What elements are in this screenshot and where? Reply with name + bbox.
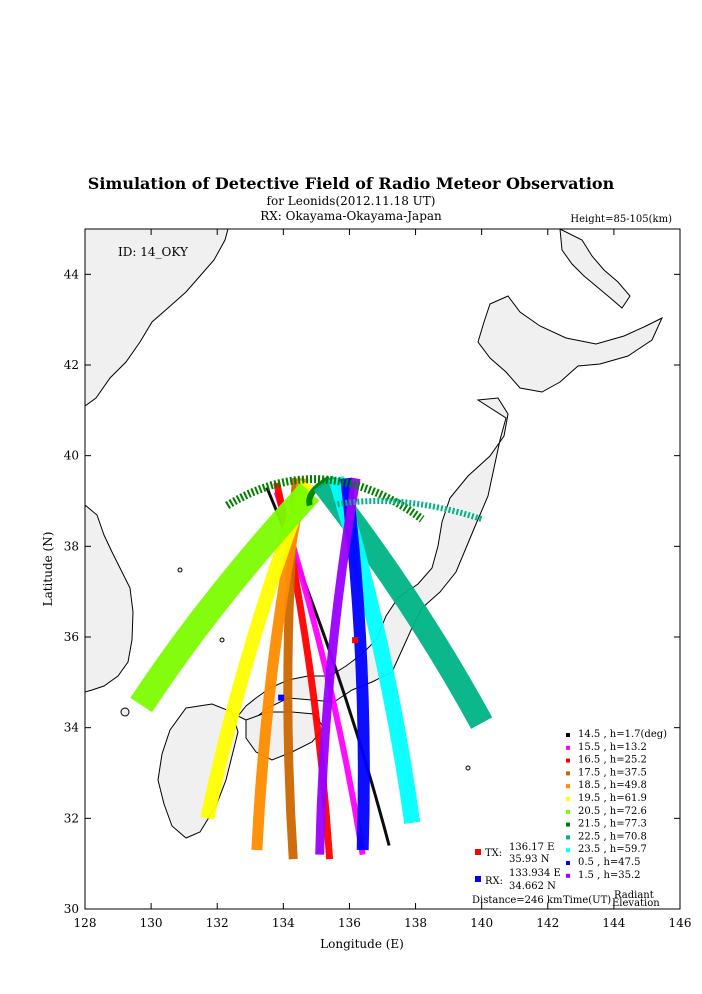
y-tick-label: 34 — [64, 721, 80, 735]
legend-label: 19.5 , h=61.9 — [578, 793, 647, 804]
x-tick-label: 138 — [404, 916, 427, 930]
legend-label: 23.5 , h=59.7 — [578, 844, 647, 855]
tx-lat: 35.93 N — [509, 854, 550, 865]
y-tick-label: 44 — [64, 267, 80, 281]
legend: 14.5 , h=1.7(deg) 15.5 , h=13.2 16.5 , h=2… — [566, 729, 667, 881]
legend-swatch — [566, 797, 570, 801]
legend-swatch — [566, 733, 570, 737]
island — [177, 567, 183, 573]
tx-marker — [475, 849, 481, 855]
x-tick-label: 130 — [140, 916, 163, 930]
legend-swatch — [566, 758, 570, 763]
island — [465, 765, 471, 771]
legend-label: 16.5 , h=25.2 — [578, 755, 647, 766]
meteor-bands — [130, 475, 493, 860]
y-tick-label: 38 — [64, 539, 79, 553]
x-tick-label: 142 — [536, 916, 559, 930]
y-tick-label: 30 — [64, 902, 79, 916]
legend-radiant-label: Radiant — [614, 890, 654, 901]
rx-marker — [475, 876, 481, 882]
legend-time-label: Time(UT) — [563, 895, 611, 906]
x-axis-label: Longitude (E) — [320, 937, 404, 951]
island — [120, 707, 130, 717]
x-tick-label: 146 — [669, 916, 692, 930]
mainland-coast — [85, 229, 229, 407]
x-tick-label: 134 — [272, 916, 295, 930]
honshu — [237, 397, 509, 723]
legend-swatch — [566, 835, 570, 840]
plot-frame — [84, 228, 681, 910]
legend-swatch — [566, 873, 570, 878]
chart-title: Simulation of Detective Field of Radio M… — [87, 174, 615, 193]
hokkaido — [477, 295, 664, 393]
legend-label: 21.5 , h=77.3 — [578, 819, 647, 830]
height-note: Height=85-105(km) — [570, 214, 672, 225]
x-tick-label: 128 — [74, 916, 97, 930]
y-tick-label: 40 — [64, 449, 79, 463]
x-tick-label: 132 — [206, 916, 229, 930]
sakhalin-coast — [559, 229, 631, 309]
receiver-line: RX: Okayama-Okayama-Japan — [260, 209, 442, 223]
axes: 128 130 132 134 136 138 140 142 144 146 30 32 34 36 38… — [64, 229, 692, 930]
meteor-band-1-5 — [315, 477, 361, 855]
land-layer — [85, 229, 664, 839]
x-tick-label: 136 — [338, 916, 361, 930]
rx-lon: 133.934 E — [509, 868, 561, 879]
legend-label: 18.5 , h=49.8 — [578, 780, 647, 791]
tx-station — [352, 637, 359, 644]
legend-swatch — [566, 784, 570, 789]
meteor-band-21-5 — [306, 475, 332, 507]
detective-arc — [225, 475, 483, 523]
legend-label: 20.5 , h=72.6 — [578, 806, 647, 817]
legend-swatch — [566, 771, 570, 776]
legend-label: 1.5 , h=35.2 — [578, 870, 641, 881]
y-axis-label: Latitude (N) — [41, 532, 55, 607]
y-tick-label: 36 — [64, 630, 79, 644]
y-tick-label: 32 — [64, 811, 79, 825]
stations — [278, 637, 359, 701]
korea-peninsula — [85, 504, 134, 693]
legend-label: 14.5 , h=1.7(deg) — [578, 729, 667, 740]
legend-label: 0.5 , h=47.5 — [578, 857, 641, 868]
legend-elevation-label: Elevation — [612, 898, 660, 909]
rx-station — [278, 694, 285, 701]
y-tick-label: 42 — [64, 358, 79, 372]
legend-label: 22.5 , h=70.8 — [578, 831, 647, 842]
meteor-band-20-5 — [130, 483, 320, 713]
legend-swatch — [566, 745, 570, 750]
legend-swatch — [566, 861, 570, 865]
legend-swatch — [566, 822, 570, 827]
tx-label: TX: — [485, 848, 502, 859]
legend-label: 15.5 , h=13.2 — [578, 742, 647, 753]
legend-label: 17.5 , h=37.5 — [578, 767, 647, 778]
x-tick-label: 140 — [470, 916, 493, 930]
legend-swatch — [566, 809, 570, 814]
x-tick-label: 144 — [602, 916, 625, 930]
chart-subtitle: for Leonids(2012.11.18 UT) — [266, 194, 436, 208]
rx-label: RX: — [485, 876, 503, 887]
island — [219, 637, 225, 643]
tx-lon: 136.17 E — [509, 842, 554, 853]
distance-label: Distance=246 km — [472, 895, 563, 906]
station-box: TX: 136.17 E 35.93 N RX: 133.934 E 34.66… — [472, 842, 563, 906]
station-id: ID: 14_OKY — [118, 245, 189, 259]
rx-lat: 34.662 N — [509, 881, 556, 892]
legend-swatch — [566, 848, 570, 853]
arc-teal — [329, 498, 483, 522]
